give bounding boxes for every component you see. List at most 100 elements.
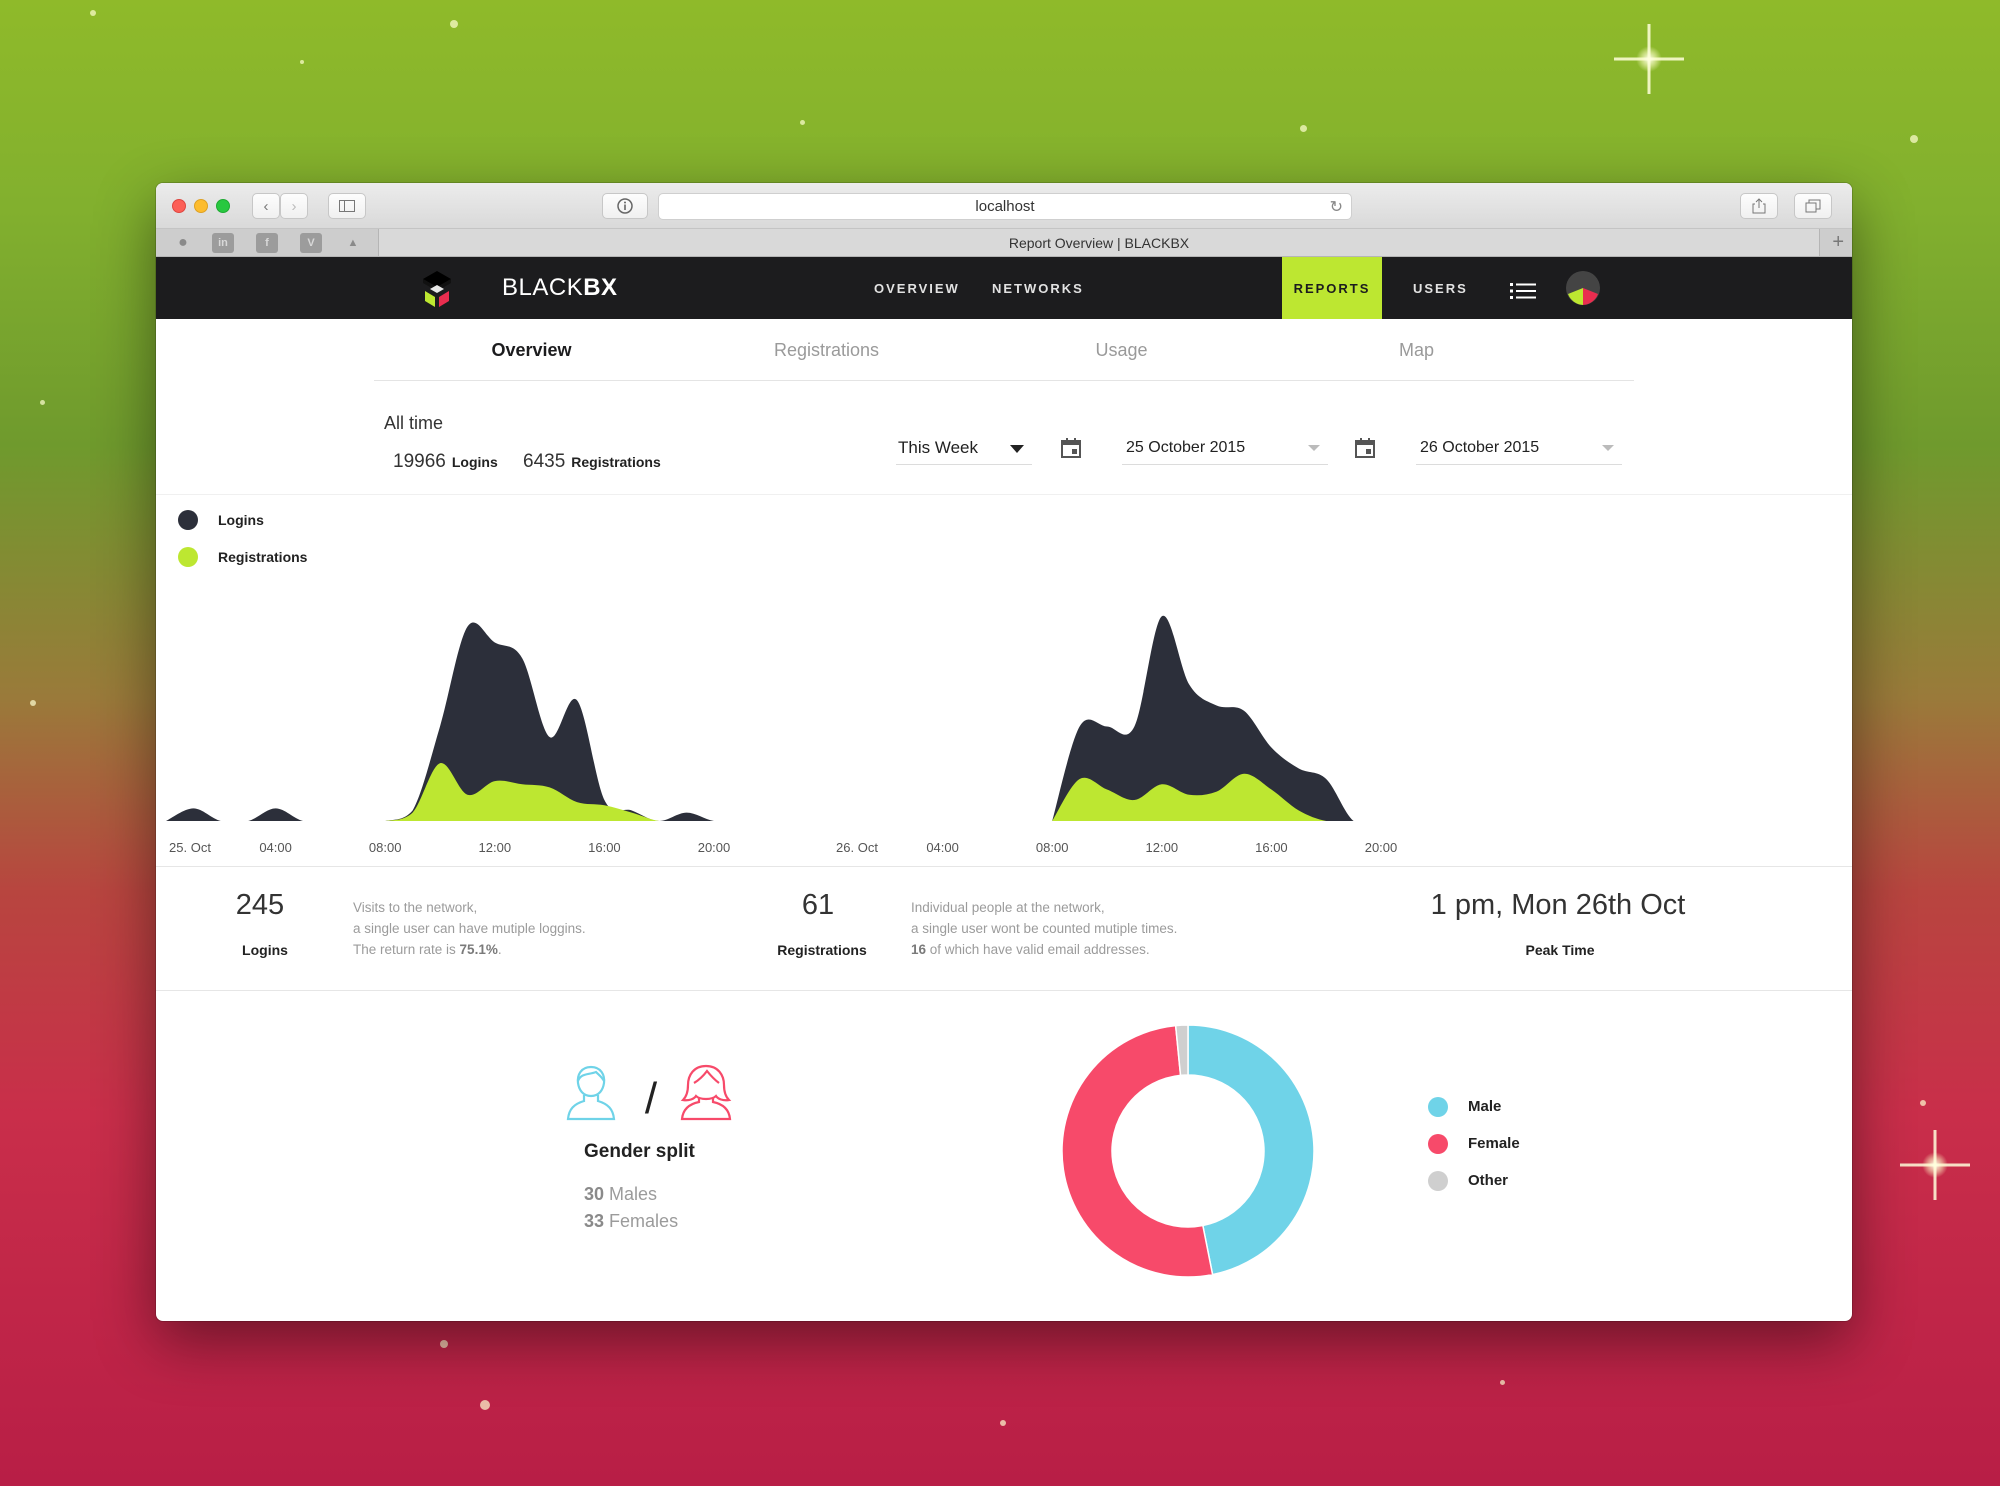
forward-button[interactable]: › <box>280 193 308 219</box>
reload-icon[interactable]: ↻ <box>1329 199 1343 216</box>
browser-titlebar: ‹ › localhost ↻ <box>156 183 1852 229</box>
range-select-value: This Week <box>898 437 978 457</box>
x-axis-tick-label: 04:00 <box>926 840 959 855</box>
calendar-icon[interactable] <box>1060 437 1082 459</box>
blackbx-logo-icon <box>423 271 451 307</box>
favorite-linkedin[interactable]: in <box>212 233 234 253</box>
female-user-icon <box>680 1064 732 1121</box>
subtab-registrations[interactable]: Registrations <box>773 339 880 360</box>
subtab-overview[interactable]: Overview <box>491 339 572 360</box>
summary-registrations: 6435 Registrations <box>523 451 661 473</box>
zoom-window-button[interactable] <box>216 199 230 213</box>
summary-logins: 19966 Logins <box>393 451 498 473</box>
x-axis-tick-label: 20:00 <box>1364 840 1398 855</box>
chart-legend: Logins Registrations <box>178 501 307 575</box>
male-swatch <box>1428 1096 1448 1117</box>
logins-area-day-2 <box>1052 615 1381 821</box>
legend-female[interactable]: Female <box>1428 1125 1520 1162</box>
chevron-down-icon <box>1308 445 1320 451</box>
favorite-flame[interactable]: ▲ <box>347 237 359 249</box>
registrations-stat-value: 61 <box>801 889 835 921</box>
other-swatch <box>1428 1170 1448 1191</box>
user-avatar[interactable] <box>1566 271 1600 305</box>
gender-donut-chart <box>1061 1024 1315 1278</box>
summary-registrations-value: 6435 <box>523 451 566 472</box>
male-slice[interactable] <box>1187 1024 1315 1276</box>
x-axis-tick-label: 12:00 <box>478 840 512 855</box>
share-icon <box>1752 198 1766 214</box>
x-axis-tick-label: 04:00 <box>259 840 292 855</box>
x-axis-tick-label: 08:00 <box>368 840 402 855</box>
legend-logins[interactable]: Logins <box>178 501 307 538</box>
x-axis-tick-label: 25. Oct <box>169 840 211 855</box>
logins-stat-label: Logins <box>242 942 288 958</box>
female-slice[interactable] <box>1061 1024 1214 1278</box>
males-count: 30 Males <box>584 1184 658 1204</box>
summary-period-label: All time <box>384 413 444 433</box>
url-text: localhost <box>975 198 1035 215</box>
other-slice[interactable] <box>1174 1024 1189 1077</box>
nav-networks[interactable]: NETWORKS <box>992 280 1084 296</box>
divider <box>156 494 1852 495</box>
chevron-left-icon: ‹ <box>263 197 269 215</box>
female-swatch <box>1428 1133 1448 1154</box>
summary-registrations-label: Registrations <box>571 454 661 470</box>
x-axis-tick-label: 16:00 <box>588 840 621 855</box>
report-subtabs: Overview Registrations Usage Map <box>374 319 1634 381</box>
favorite-facebook[interactable]: f <box>256 233 278 253</box>
tabs-icon <box>1805 199 1821 213</box>
legend-registrations[interactable]: Registrations <box>178 538 307 575</box>
nav-overview[interactable]: OVERVIEW <box>874 280 960 296</box>
close-window-button[interactable] <box>172 199 186 213</box>
logins-stat-value: 245 <box>235 889 285 921</box>
sidebar-toggle-button[interactable] <box>328 193 366 219</box>
divider <box>156 866 1852 867</box>
gender-icons: / <box>566 1064 732 1123</box>
summary-logins-label: Logins <box>451 454 498 470</box>
calendar-icon[interactable] <box>1354 437 1376 459</box>
favorite-apple[interactable]: ● <box>178 234 188 251</box>
logins-registrations-chart <box>166 615 1381 821</box>
logins-stat-description: Visits to the network, a single user can… <box>353 900 586 957</box>
x-axis-tick-label: 20:00 <box>697 840 731 855</box>
tabs-overview-button[interactable] <box>1794 193 1832 219</box>
browser-tabbar: ● in f V ▲ Report Overview | BLACKBX + <box>156 229 1852 257</box>
x-axis-tick-label: 12:00 <box>1145 840 1179 855</box>
gender-split-title: Gender split <box>584 1141 695 1162</box>
logins-swatch <box>178 509 198 530</box>
avatar-logo-icon <box>1566 271 1600 305</box>
male-user-icon <box>566 1065 616 1121</box>
chevron-down-icon <box>1602 445 1614 451</box>
active-tab[interactable]: Report Overview | BLACKBX <box>378 229 1820 256</box>
browser-window: ‹ › localhost ↻ ● in f V ▲ Report Overvi… <box>156 183 1852 1321</box>
nav-users[interactable]: USERS <box>1413 280 1468 296</box>
list-menu-icon[interactable] <box>1510 282 1536 300</box>
legend-male[interactable]: Male <box>1428 1088 1520 1125</box>
x-axis-tick-label: 26. Oct <box>836 840 878 855</box>
date-to-value: 26 October 2015 <box>1420 438 1540 456</box>
minimize-window-button[interactable] <box>194 199 208 213</box>
back-button[interactable]: ‹ <box>252 193 280 219</box>
legend-other[interactable]: Other <box>1428 1162 1520 1199</box>
subtab-map[interactable]: Map <box>1398 339 1434 360</box>
sidebar-icon <box>339 200 355 212</box>
nav-reports[interactable]: REPORTS <box>1282 257 1382 319</box>
date-from-select[interactable]: 25 October 2015 <box>1122 431 1328 465</box>
new-tab-button[interactable]: + <box>1832 231 1844 253</box>
chevron-right-icon: › <box>291 197 297 215</box>
address-bar[interactable]: localhost ↻ <box>658 193 1352 220</box>
x-axis-tick-label: 16:00 <box>1255 840 1288 855</box>
date-to-select[interactable]: 26 October 2015 <box>1416 431 1622 465</box>
registrations-area-day-1 <box>166 763 769 821</box>
brand-name[interactable]: BLACKBX <box>502 274 618 301</box>
peak-time-value: 1 pm, Mon 26th Oct <box>1430 889 1686 921</box>
range-select[interactable]: This Week <box>896 431 1032 465</box>
site-info-button[interactable] <box>602 193 648 219</box>
logins-area-day-1 <box>166 622 769 821</box>
share-button[interactable] <box>1740 193 1778 219</box>
info-icon <box>617 198 633 214</box>
registrations-area-day-2 <box>1052 773 1381 821</box>
subtab-usage[interactable]: Usage <box>1095 339 1148 360</box>
females-count: 33 Females <box>584 1211 679 1231</box>
favorite-vimeo[interactable]: V <box>300 233 322 253</box>
